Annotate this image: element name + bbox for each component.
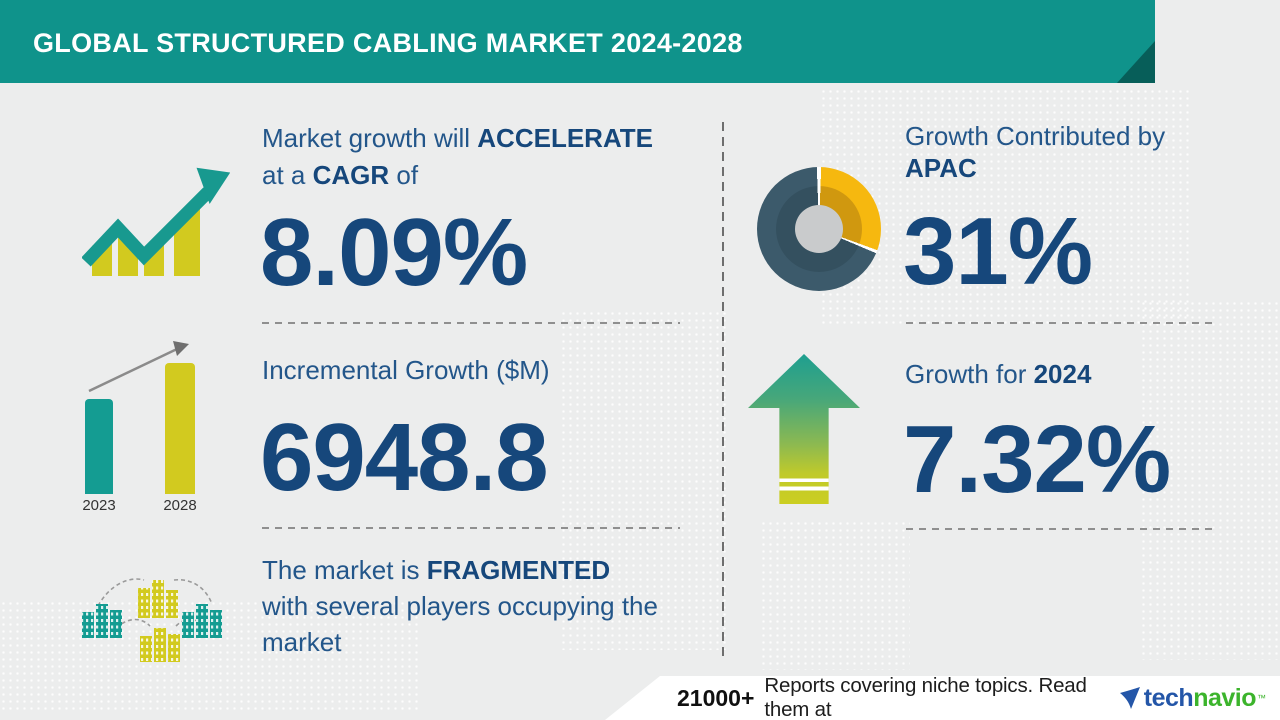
fragmented-statement: The market is FRAGMENTED with several pl… bbox=[262, 552, 702, 660]
cagr-text-3: of bbox=[389, 160, 419, 190]
cagr-text-2: at a bbox=[262, 160, 313, 190]
footer-content: 21000+ Reports covering niche topics. Re… bbox=[605, 674, 1280, 720]
header-banner: GLOBAL STRUCTURED CABLING MARKET 2024-20… bbox=[0, 0, 1155, 83]
bar-2028 bbox=[165, 363, 195, 494]
buildings-network-icon bbox=[70, 566, 240, 684]
dashed-divider bbox=[906, 528, 1212, 530]
fragmented-text-3: market bbox=[262, 627, 342, 657]
donut-chart-icon bbox=[757, 167, 881, 291]
footer-message: Reports covering niche topics. Read them… bbox=[764, 674, 1087, 720]
dashed-divider bbox=[906, 322, 1212, 324]
logo-text-tech: tech bbox=[1143, 683, 1194, 712]
dashed-divider bbox=[262, 527, 680, 529]
background-dots bbox=[760, 520, 910, 670]
page-title: GLOBAL STRUCTURED CABLING MARKET 2024-20… bbox=[33, 28, 743, 58]
cagr-statement: Market growth will ACCELERATE at a CAGR … bbox=[262, 120, 692, 194]
growth-2024-text: Growth for bbox=[905, 359, 1034, 389]
bar-label-2028: 2028 bbox=[163, 497, 197, 514]
apac-contribution-label: Growth Contributed by APAC bbox=[905, 120, 1165, 184]
apac-label-text: Growth Contributed by bbox=[905, 121, 1166, 151]
bar-2023 bbox=[85, 399, 113, 494]
incremental-growth-value: 6948.8 bbox=[260, 404, 549, 511]
up-arrow-icon bbox=[748, 354, 860, 504]
incremental-growth-label: Incremental Growth ($M) bbox=[262, 355, 550, 385]
growth-line-chart-icon bbox=[82, 162, 230, 290]
cagr-value: 8.09% bbox=[260, 199, 528, 306]
report-count: 21000+ bbox=[677, 684, 755, 711]
bar-chart-2023-2028-icon: 2023 2028 bbox=[75, 335, 215, 515]
footer-band: 21000+ Reports covering niche topics. Re… bbox=[605, 676, 1280, 720]
apac-region: APAC bbox=[905, 153, 977, 183]
growth-2024-year: 2024 bbox=[1033, 359, 1092, 389]
bar-label-2023: 2023 bbox=[82, 497, 116, 514]
apac-value: 31% bbox=[903, 198, 1093, 305]
logo-trademark: ™ bbox=[1257, 693, 1266, 703]
growth-2024-label: Growth for 2024 bbox=[905, 356, 1091, 393]
logo-text-navio: navio bbox=[1193, 683, 1256, 712]
cagr-term: CAGR bbox=[312, 160, 390, 190]
growth-2024-value: 7.32% bbox=[903, 406, 1171, 513]
cagr-text-1: Market growth will bbox=[262, 123, 478, 153]
trend-arrow-icon bbox=[88, 341, 189, 393]
fragmented-text-1: The market is bbox=[262, 555, 427, 585]
technavio-logo[interactable]: tech navio ™ bbox=[1119, 684, 1266, 713]
technavio-arrow-icon bbox=[1119, 687, 1140, 709]
dashed-divider bbox=[262, 322, 680, 324]
fragmented-text-2: with several players occupying the bbox=[262, 591, 658, 621]
cagr-accelerate: ACCELERATE bbox=[477, 123, 654, 153]
column-divider bbox=[722, 122, 724, 660]
fragmented-term: FRAGMENTED bbox=[426, 555, 611, 585]
